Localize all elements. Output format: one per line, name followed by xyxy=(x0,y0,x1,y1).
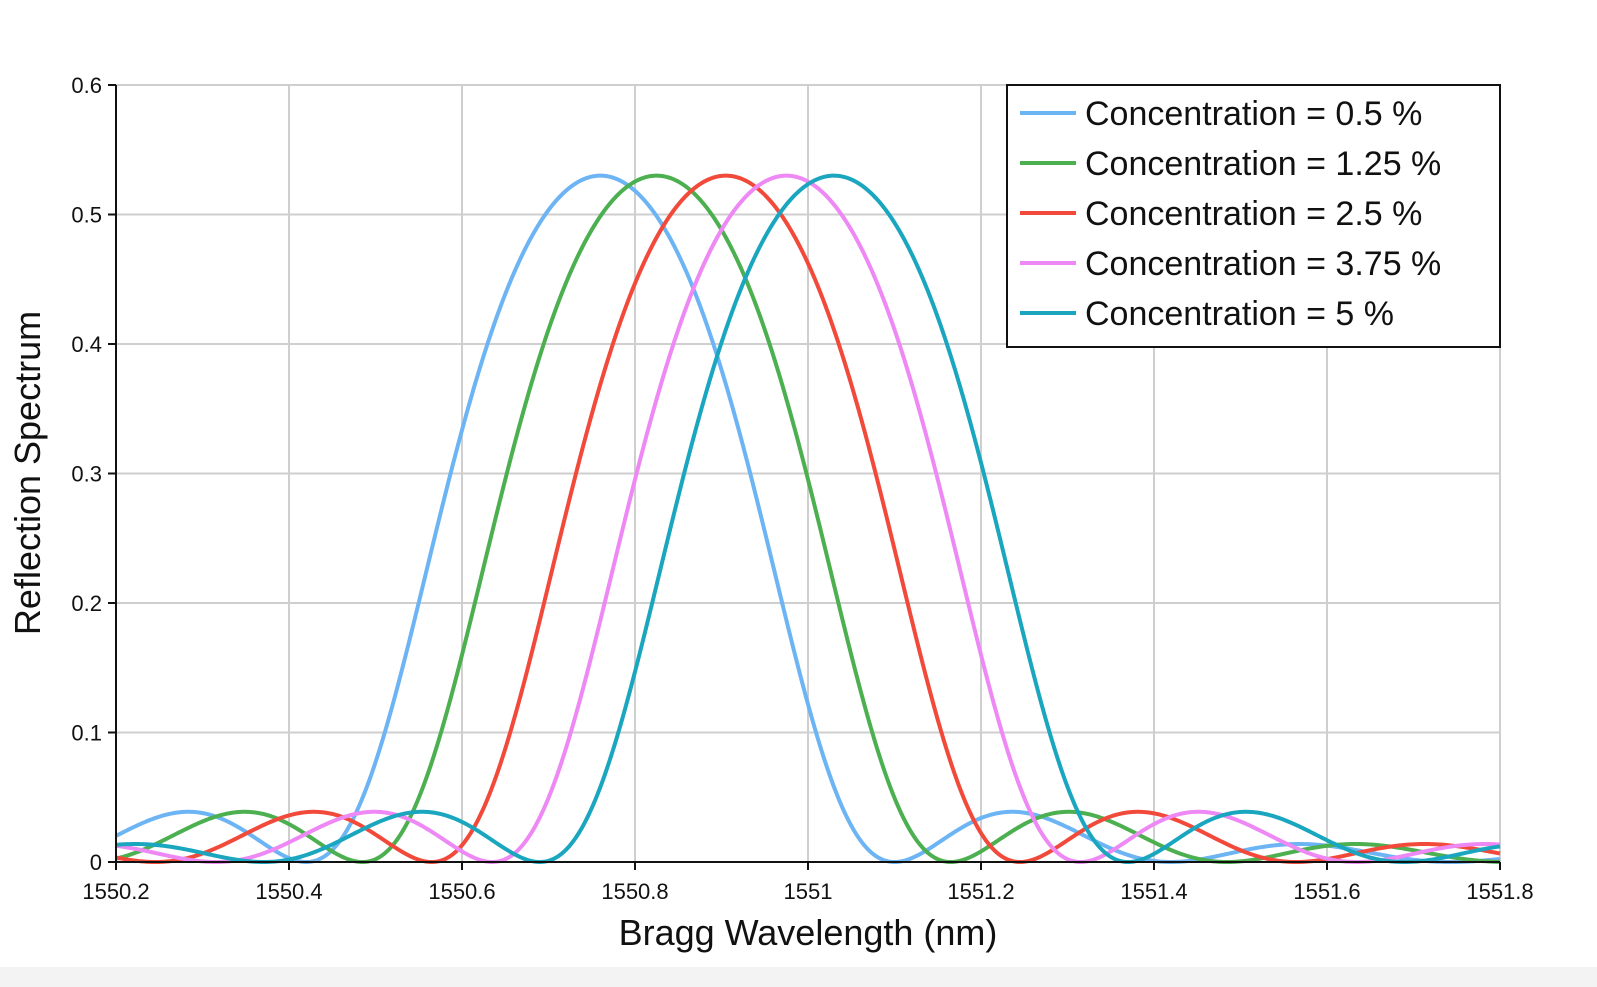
y-axis-title: Reflection Spectrum xyxy=(7,311,48,635)
x-tick-label: 1551.6 xyxy=(1293,879,1360,904)
series-line-3 xyxy=(115,173,1501,864)
legend-label: Concentration = 3.75 % xyxy=(1085,245,1441,283)
x-tick-label: 1550.4 xyxy=(255,879,322,904)
x-axis-title: Bragg Wavelength (nm) xyxy=(619,912,998,953)
series-line-2 xyxy=(115,173,1501,864)
x-tick-label: 1550.2 xyxy=(82,879,149,904)
legend-label: Concentration = 0.5 % xyxy=(1085,95,1422,133)
y-tick-label: 0.3 xyxy=(71,462,102,487)
y-ticks: 0 0.1 0.2 0.3 0.4 0.5 0.6 xyxy=(71,73,116,875)
x-tick-label: 1551.4 xyxy=(1120,879,1187,904)
y-tick-label: 0.5 xyxy=(71,203,102,228)
x-tick-label: 1550.8 xyxy=(601,879,668,904)
legend-label: Concentration = 2.5 % xyxy=(1085,195,1422,233)
x-tick-label: 1551 xyxy=(784,879,833,904)
legend-label: Concentration = 5 % xyxy=(1085,295,1394,333)
legend-label: Concentration = 1.25 % xyxy=(1085,145,1441,183)
series-line-4 xyxy=(115,173,1501,864)
series-lines xyxy=(115,173,1501,864)
x-tick-label: 1550.6 xyxy=(428,879,495,904)
legend: Concentration = 0.5 % Concentration = 1.2… xyxy=(1006,84,1501,348)
y-tick-label: 0 xyxy=(90,850,102,875)
series-line-5 xyxy=(115,173,1501,864)
y-tick-label: 0.1 xyxy=(71,721,102,746)
x-ticks: 1550.2 1550.4 1550.6 1550.8 1551 1551.2 1551.4… xyxy=(82,862,1534,904)
x-tick-label: 1551.2 xyxy=(947,879,1014,904)
x-tick-label: 1551.8 xyxy=(1466,879,1533,904)
series-line-1 xyxy=(115,173,1501,864)
y-tick-label: 0.6 xyxy=(71,73,102,98)
legend-box xyxy=(1006,84,1501,348)
y-tick-label: 0.2 xyxy=(71,591,102,616)
y-tick-label: 0.4 xyxy=(71,332,102,357)
bottom-strip xyxy=(0,967,1597,987)
